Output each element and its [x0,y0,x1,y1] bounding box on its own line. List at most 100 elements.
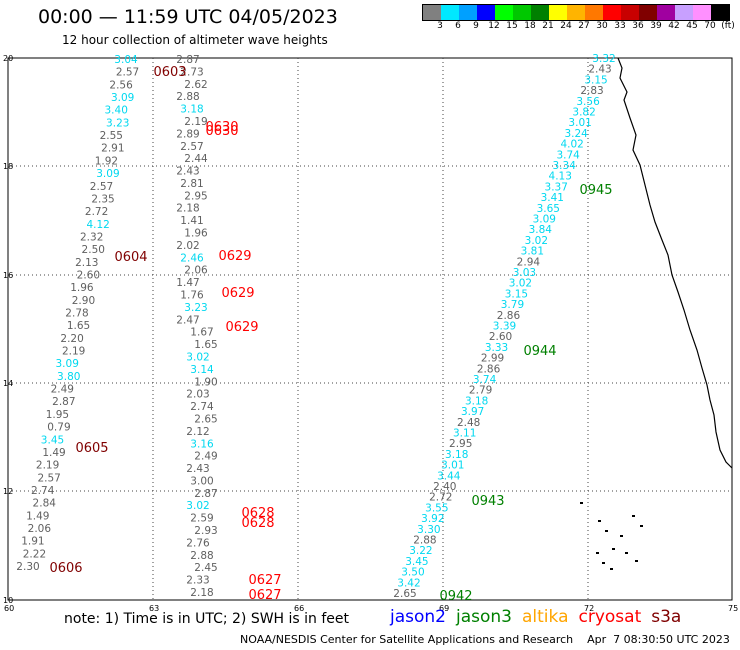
wave-height-label: 2.87 [52,396,75,408]
wave-height-label: 2.20 [60,333,83,345]
y-tick-label: 14 [3,379,13,388]
wave-height-label: 2.55 [100,130,123,142]
wave-height-label: 3.23 [106,117,129,129]
wave-height-label: 2.76 [186,537,210,549]
wave-height-label: 3.09 [533,214,556,226]
wave-height-label: 2.49 [51,384,74,396]
color-swatch [549,5,567,20]
wave-height-label: 2.60 [77,269,100,281]
wave-height-label: 3.11 [453,428,476,440]
satellite-label: s3a [651,607,682,627]
wave-height-label: 3.02 [186,500,209,512]
pass-time-label: 0628 [241,506,274,521]
wave-height-label: 2.46 [180,252,204,264]
wave-height-label: 3.24 [564,128,588,140]
pass-time-label: 0606 [49,561,82,576]
y-tick-label: 16 [3,271,13,280]
wave-height-label: 2.06 [28,523,52,535]
wave-height-label: 2.72 [429,492,452,504]
wave-height-label: 3.15 [505,288,528,300]
wave-height-label: 3.16 [190,438,214,450]
color-scale-label: 45 [686,21,698,31]
wave-height-label: 3.15 [584,74,607,86]
wave-height-label: 3.30 [417,524,440,536]
wave-height-label: 3.81 [521,246,544,258]
wave-height-label: 3.04 [114,54,138,66]
wave-height-label: 2.88 [413,535,436,547]
island [632,515,635,517]
pass-time-label: 0627 [248,573,281,588]
wave-height-label: 2.94 [517,256,541,268]
wave-height-label: 2.43 [588,64,611,76]
wave-height-label: 2.56 [109,79,133,91]
wave-height-label: 1.49 [26,510,49,522]
units-note: note: 1) Time is in UTC; 2) SWH is in fe… [64,611,350,627]
wave-height-label: 1.96 [70,282,94,294]
wave-height-label: 3.56 [576,96,600,108]
wave-height-label: 2.99 [481,353,504,365]
color-swatch [639,5,657,20]
wave-height-label: 3.55 [425,502,448,514]
wave-height-label: 1.90 [194,376,217,388]
wave-height-label: 3.22 [409,545,432,557]
wave-height-label: 3.45 [41,434,64,446]
color-scale-label: 39 [650,21,662,31]
island [612,548,615,550]
wave-height-label: 2.74 [190,401,214,413]
wave-height-label: 2.60 [489,331,512,343]
y-tick-label: 18 [3,162,13,171]
wave-height-label: 3.44 [437,470,461,482]
wave-height-label: 3.18 [465,395,488,407]
wave-height-label: 2.47 [176,314,199,326]
wave-height-label: 2.02 [176,240,199,252]
wave-height-label: 3.02 [525,235,548,247]
wave-height-label: 1.96 [184,228,208,240]
wave-height-label: 2.79 [469,385,492,397]
pass-time-label: 0627 [248,588,281,603]
wave-height-label: 3.18 [180,104,203,116]
color-swatch [621,5,639,20]
wave-height-label: 3.82 [572,107,595,119]
color-scale-label: 6 [455,21,461,31]
island [602,562,605,564]
wave-height-label: 3.84 [529,224,553,236]
color-scale-label: 36 [632,21,644,31]
wave-height-label: 3.01 [568,117,591,129]
wave-height-label: 3.34 [553,160,577,172]
x-tick-label: 60 [4,604,14,613]
wave-height-label: 2.43 [186,463,209,475]
pass-time-label: 0630 [205,120,238,135]
wave-height-label: 3.02 [186,351,209,363]
color-swatch [441,5,459,20]
color-swatch [531,5,549,20]
map-frame [7,57,733,601]
pass-time-label: 0605 [75,441,108,456]
wave-height-label: 0.79 [47,422,70,434]
wave-height-label: 2.65 [393,588,416,600]
wave-height-label: 3.41 [541,192,564,204]
pass-time-label: 0629 [218,249,251,264]
wave-height-label: 2.12 [186,426,209,438]
wave-height-label: 2.19 [184,116,207,128]
wave-height-label: 4.02 [560,139,583,151]
wave-height-label: 4.13 [549,171,572,183]
wave-height-label: 1.41 [180,215,203,227]
wave-height-label: 2.45 [194,562,217,574]
wave-height-label: 2.78 [65,308,88,320]
island [640,525,643,527]
wave-height-label: 3.09 [111,92,134,104]
island [580,502,583,504]
wave-height-label: 2.18 [190,587,213,599]
wave-height-label: 2.35 [91,193,114,205]
wave-height-label: 2.49 [194,451,217,463]
x-tick-label: 69 [439,604,449,613]
wave-height-label: 3.65 [537,203,560,215]
pass-time-label: 0942 [439,589,472,604]
wave-height-label: 2.30 [16,561,39,573]
color-scale-label: 30 [596,21,608,31]
color-scale-label: 27 [578,21,590,31]
color-scale-label: (ft) [721,21,735,31]
wave-height-label: 3.00 [190,475,213,487]
wave-height-label: 2.74 [31,485,55,497]
